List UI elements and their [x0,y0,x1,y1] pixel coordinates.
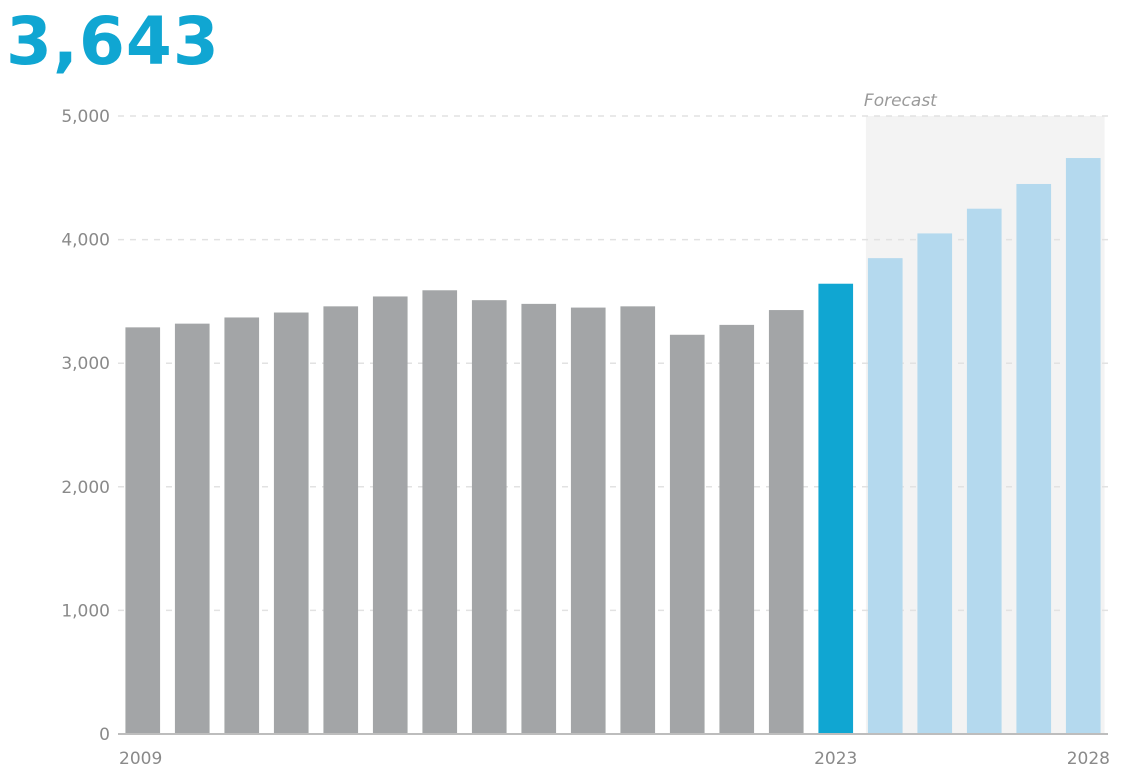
bar-2015 [422,290,458,734]
bar-2024 [867,258,903,734]
axes: 0 1,000 2,000 3,000 4,000 5,000 2009 2023 2028 [61,107,1110,769]
bar-2027 [1016,183,1052,735]
bar-2023 [818,283,854,734]
bar-2017 [521,303,557,734]
bar-2014 [372,296,408,734]
y-tick-label: 1,000 [61,601,110,621]
bar-2016 [471,300,507,734]
y-tick-label: 3,000 [61,354,110,374]
bar-2013 [323,306,359,734]
x-tick-label: 2009 [119,749,162,769]
gridlines [118,115,1108,612]
x-tick-label: 2023 [814,749,857,769]
bar-2012 [273,312,309,734]
bar-2009 [125,327,161,734]
bar-2019 [620,306,656,734]
y-tick-label: 0 [99,725,110,745]
bars [125,158,1101,735]
bar-2028 [1065,158,1101,735]
bar-2018 [570,307,606,734]
forecast-label: Forecast [864,91,938,111]
bar-2020 [669,334,705,734]
y-tick-label: 5,000 [61,107,110,127]
y-tick-label: 2,000 [61,478,110,498]
bar-2021 [719,324,755,734]
bar-2022 [768,310,804,734]
bar-2011 [224,317,260,734]
y-tick-label: 4,000 [61,231,110,251]
bar-2010 [174,323,210,734]
bar-2025 [917,233,953,735]
x-tick-label: 2028 [1067,749,1110,769]
bar-2026 [966,208,1002,734]
headline-value: 3,643 [6,3,220,80]
